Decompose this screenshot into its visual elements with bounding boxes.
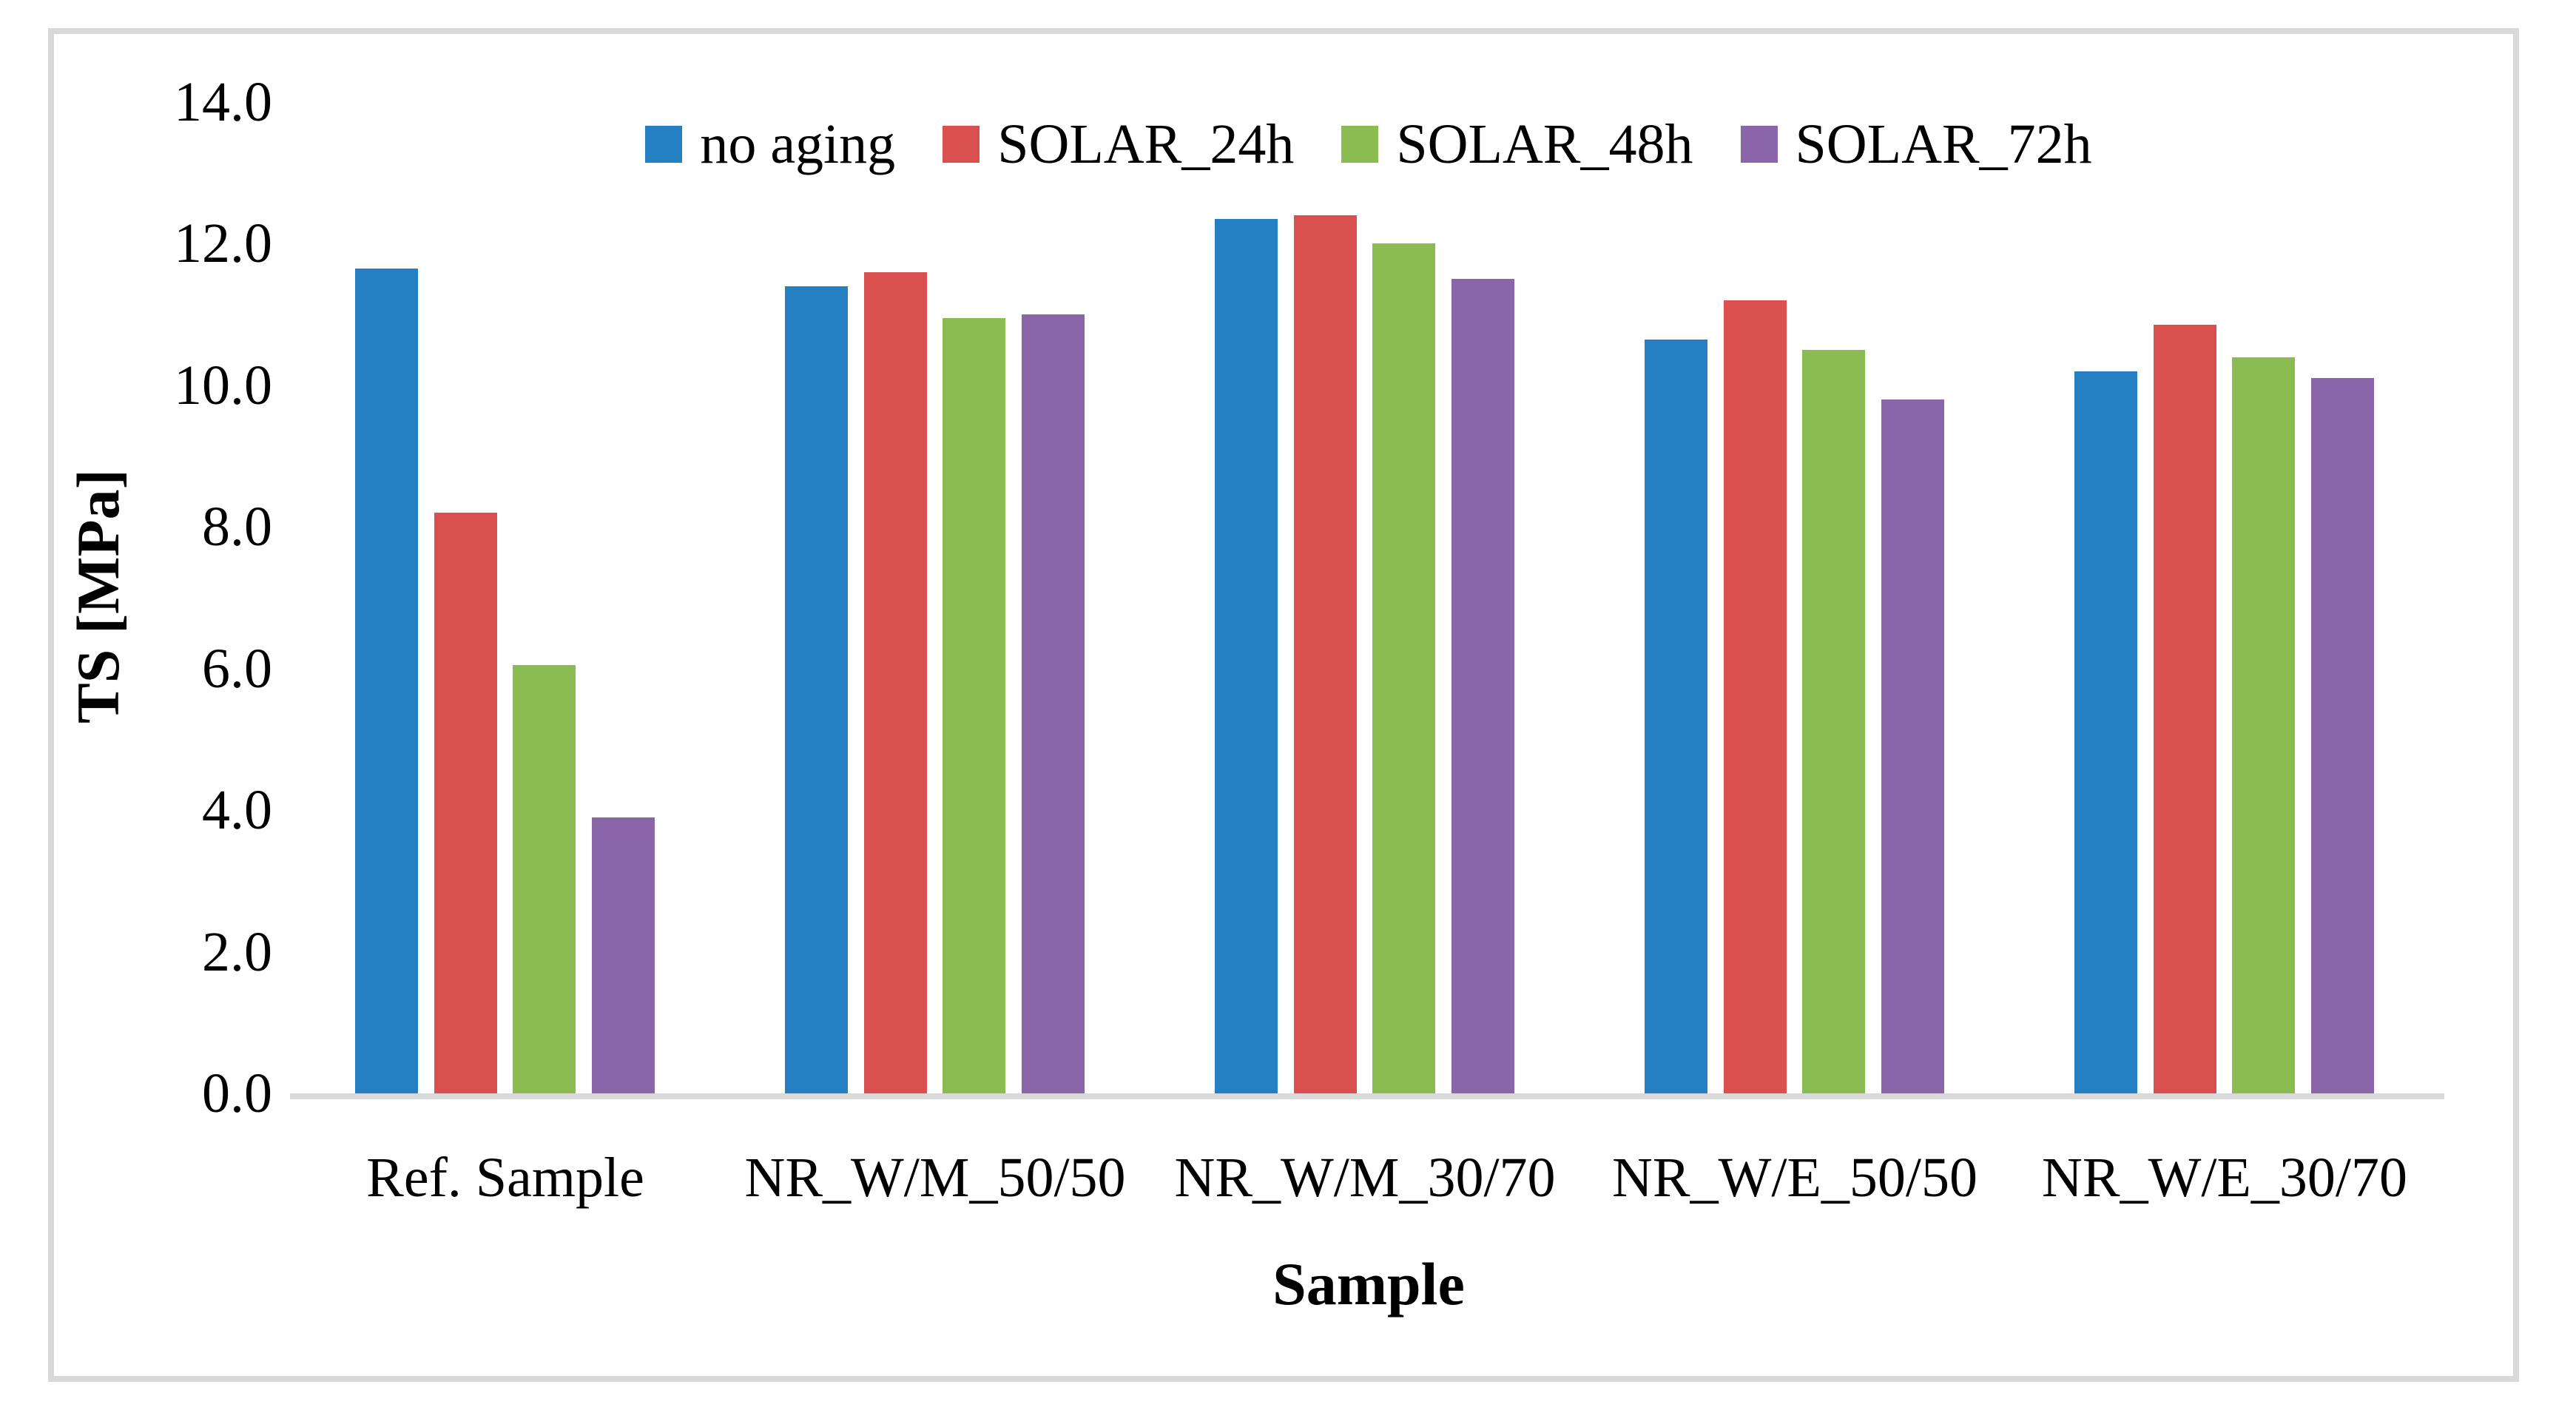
bar-group-NR_W/E_50/50 (1645, 102, 1944, 1093)
bar-group-Ref. Sample (355, 102, 655, 1093)
bar-SOLAR_48h-NR_W/M_50/50 (943, 318, 1006, 1093)
bar-group-NR_W/E_30/70 (2074, 102, 2374, 1093)
legend-item-no aging: no aging (645, 111, 895, 178)
x-category-label-NR_W/M_30/70: NR_W/M_30/70 (1174, 1147, 1556, 1209)
legend-swatch-icon (943, 126, 980, 163)
y-tick-label-6.0: 6.0 (202, 637, 272, 700)
y-tick-label-8.0: 8.0 (202, 496, 272, 559)
bar-no aging-NR_W/M_30/70 (1215, 219, 1278, 1093)
x-axis-title: Sample (1272, 1250, 1465, 1318)
x-category-label-NR_W/E_50/50: NR_W/E_50/50 (1612, 1147, 1977, 1209)
bar-no aging-Ref. Sample (355, 269, 418, 1093)
bar-no aging-NR_W/E_50/50 (1645, 340, 1707, 1093)
bar-SOLAR_24h-NR_W/E_50/50 (1723, 300, 1787, 1093)
bar-SOLAR_72h-NR_W/E_30/70 (2310, 378, 2374, 1093)
bar-group-NR_W/M_50/50 (785, 102, 1085, 1093)
y-tick-label-0.0: 0.0 (202, 1062, 272, 1124)
legend-label: no aging (700, 113, 896, 175)
bar-SOLAR_48h-NR_W/M_30/70 (1372, 243, 1436, 1093)
bar-SOLAR_24h-NR_W/M_50/50 (863, 272, 927, 1093)
legend-label: SOLAR_24h (997, 113, 1295, 175)
legend-label: SOLAR_48h (1396, 113, 1693, 175)
y-tick-label-10.0: 10.0 (174, 354, 272, 416)
bar-SOLAR_72h-NR_W/M_50/50 (1021, 314, 1085, 1093)
bar-group-NR_W/M_30/70 (1215, 102, 1514, 1093)
x-axis-line (290, 1093, 2444, 1099)
legend-swatch-icon (1341, 126, 1379, 163)
bar-SOLAR_48h-NR_W/E_50/50 (1802, 350, 1866, 1093)
legend: no aging SOLAR_24h SOLAR_48h SOLAR_72h (296, 111, 2441, 178)
x-category-label-NR_W/E_30/70: NR_W/E_30/70 (2042, 1147, 2407, 1209)
bar-SOLAR_24h-Ref. Sample (434, 513, 497, 1093)
y-tick-label-2.0: 2.0 (202, 920, 272, 983)
legend-item-SOLAR_24h: SOLAR_24h (943, 111, 1294, 178)
legend-label: SOLAR_72h (1795, 113, 2092, 175)
y-tick-label-14.0: 14.0 (174, 71, 272, 133)
bar-no aging-NR_W/M_50/50 (785, 286, 848, 1093)
bar-SOLAR_24h-NR_W/M_30/70 (1293, 215, 1357, 1093)
bar-SOLAR_48h-Ref. Sample (513, 665, 576, 1093)
legend-swatch-icon (1740, 126, 1778, 163)
bar-SOLAR_48h-NR_W/E_30/70 (2232, 357, 2296, 1093)
y-tick-label-12.0: 12.0 (174, 212, 272, 275)
legend-item-SOLAR_48h: SOLAR_48h (1341, 111, 1693, 178)
bar-SOLAR_72h-Ref. Sample (591, 817, 655, 1093)
legend-item-SOLAR_72h: SOLAR_72h (1740, 111, 2092, 178)
bar-no aging-NR_W/E_30/70 (2074, 371, 2137, 1093)
bar-SOLAR_72h-NR_W/E_50/50 (1881, 399, 1944, 1093)
x-category-label-NR_W/M_50/50: NR_W/M_50/50 (744, 1147, 1126, 1209)
legend-swatch-icon (645, 126, 683, 163)
x-category-label-Ref. Sample: Ref. Sample (366, 1147, 644, 1209)
bar-SOLAR_24h-NR_W/E_30/70 (2153, 325, 2216, 1093)
bar-SOLAR_72h-NR_W/M_30/70 (1451, 279, 1514, 1093)
y-tick-label-4.0: 4.0 (202, 779, 272, 842)
